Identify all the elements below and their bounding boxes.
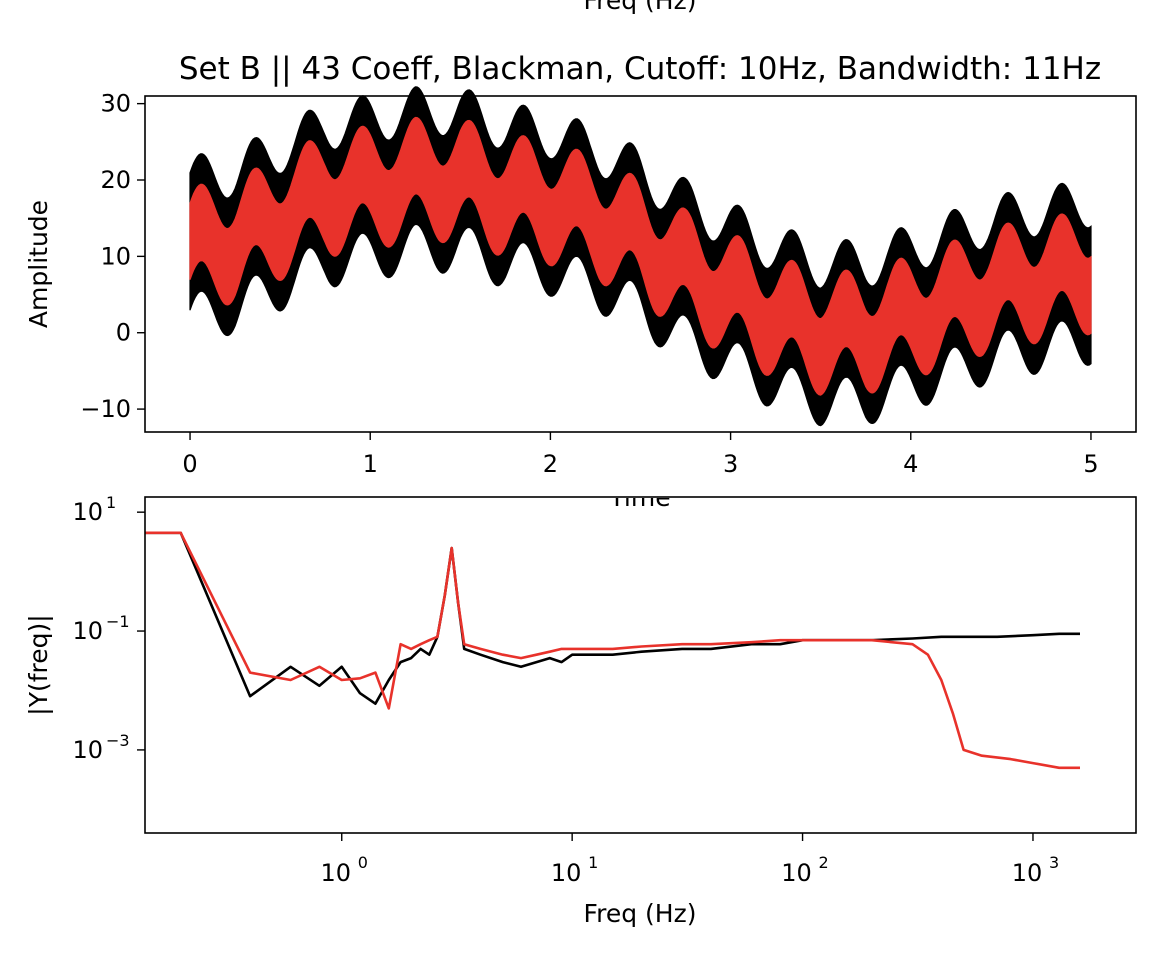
x-tick-label: 10	[1012, 859, 1043, 887]
frequency-domain-ticks: 10 0 10 1 10 2 10 310 −310 −110 1	[72, 493, 1059, 887]
filtered-signal-band	[189, 116, 1092, 396]
y-tick-exponent: 1	[106, 493, 116, 512]
frequency-domain-frame	[144, 496, 1137, 834]
y-tick-exponent: −1	[106, 612, 130, 631]
x-tick-label: 4	[903, 450, 918, 478]
x-tick-label: 2	[543, 450, 558, 478]
time-domain-ticks: 0 1 2 3 4 5 −10 0 10 20 30	[80, 90, 1098, 478]
x-tick-exponent: 0	[358, 853, 368, 872]
chart-title: Set B || 43 Coeff, Blackman, Cutoff: 10H…	[179, 51, 1101, 87]
label-overlap-mask	[0, 478, 1150, 498]
x-tick-label: 0	[182, 450, 197, 478]
y-tick-label: −10	[80, 395, 131, 423]
magnitude-axis-label: |Y(freq)|	[24, 614, 53, 715]
y-tick-label: 10	[100, 242, 131, 270]
y-tick-label: 30	[100, 90, 131, 118]
x-tick-label: 1	[363, 450, 378, 478]
time-domain-frame	[144, 95, 1137, 433]
frequency-domain-plot-area	[145, 531, 1080, 770]
y-tick-label: 10	[72, 736, 103, 764]
x-tick-label: 3	[723, 450, 738, 478]
y-tick-label: 0	[116, 319, 131, 347]
x-tick-exponent: 2	[819, 853, 829, 872]
y-tick-label: 10	[72, 617, 103, 645]
filtered-spectrum-line	[145, 531, 1080, 770]
y-tick-label: 20	[100, 166, 131, 194]
y-tick-exponent: −3	[106, 731, 130, 750]
frequency-domain-chart: 10 0 10 1 10 2 10 310 −310 −110 1 |Y(freq)| Freq (…	[0, 478, 1150, 928]
y-tick-label: 10	[72, 498, 103, 526]
x-tick-label: 10	[551, 859, 582, 887]
x-tick-label: 5	[1083, 450, 1098, 478]
amplitude-axis-label: Amplitude	[24, 200, 53, 328]
x-tick-exponent: 3	[1049, 853, 1059, 872]
x-tick-label: 10	[781, 859, 812, 887]
time-domain-plot-area	[189, 86, 1092, 427]
frequency-axis-label: Freq (Hz)	[584, 899, 697, 928]
x-tick-label: 10	[320, 859, 351, 887]
raw-spectrum-line	[145, 531, 1080, 705]
x-tick-exponent: 1	[588, 853, 598, 872]
top-partial-xlabel: Freq (Hz)	[584, 0, 697, 15]
